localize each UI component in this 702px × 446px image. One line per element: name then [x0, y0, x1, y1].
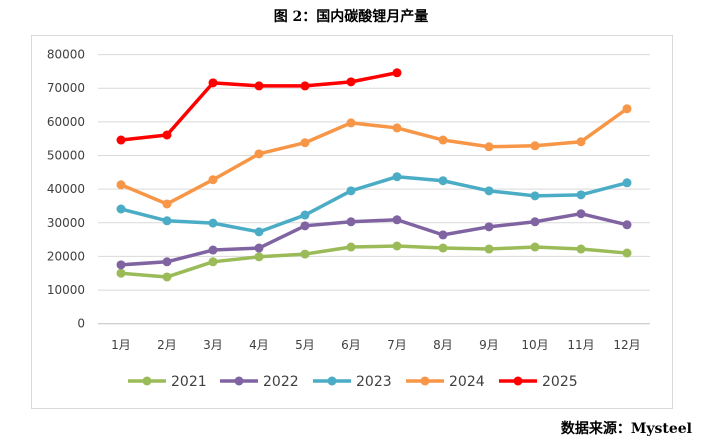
series-line-2023 — [120, 174, 628, 234]
data-point-2023 — [116, 204, 126, 214]
x-tick-label: 12月 — [613, 338, 640, 352]
data-point-2024 — [162, 199, 172, 209]
data-point-2025 — [116, 135, 126, 145]
data-point-2024 — [346, 118, 356, 128]
data-point-2025 — [208, 78, 218, 88]
data-point-2022 — [208, 245, 218, 255]
data-point-2021 — [116, 268, 126, 278]
data-point-2024 — [300, 138, 310, 148]
data-point-2022 — [484, 222, 494, 232]
data-point-2022 — [576, 209, 586, 219]
x-tick-label: 1月 — [111, 338, 131, 352]
x-tick-label: 6月 — [341, 338, 361, 352]
x-tick-label: 4月 — [249, 338, 269, 352]
data-point-2023 — [392, 172, 402, 182]
y-tick-label: 80000 — [47, 48, 85, 62]
data-point-2024 — [484, 142, 494, 152]
data-point-2025 — [392, 68, 402, 78]
x-tick-label: 10月 — [521, 338, 548, 352]
legend-marker-2024 — [420, 376, 430, 386]
y-tick-label: 10000 — [47, 283, 85, 297]
data-point-2022 — [530, 217, 540, 227]
data-point-2022 — [346, 217, 356, 227]
data-point-2024 — [622, 104, 632, 114]
data-point-2024 — [576, 137, 586, 147]
legend-marker-2022 — [234, 376, 244, 386]
data-point-2023 — [162, 216, 172, 226]
data-point-2021 — [438, 243, 448, 253]
data-point-2022 — [116, 260, 126, 270]
legend-marker-2023 — [327, 376, 337, 386]
data-point-2024 — [392, 123, 402, 133]
data-point-2023 — [576, 190, 586, 200]
series-line-2021 — [120, 244, 628, 279]
data-point-2023 — [484, 186, 494, 196]
series-line-2022 — [120, 211, 628, 267]
data-point-2023 — [208, 218, 218, 228]
x-tick-label: 3月 — [203, 338, 223, 352]
legend-label-2021: 2021 — [171, 374, 207, 390]
data-point-2021 — [530, 242, 540, 252]
data-point-2021 — [208, 257, 218, 267]
y-tick-label: 70000 — [47, 81, 85, 95]
chart-title: 图 2：国内碳酸锂月产量 — [273, 9, 429, 25]
legend-label-2024: 2024 — [449, 374, 485, 390]
y-tick-label: 50000 — [47, 149, 85, 163]
y-tick-label: 40000 — [47, 182, 85, 196]
data-point-2021 — [622, 248, 632, 258]
legend-marker-2021 — [142, 376, 152, 386]
data-point-2023 — [300, 210, 310, 220]
data-point-2024 — [438, 135, 448, 145]
data-point-2021 — [346, 242, 356, 252]
data-point-2023 — [530, 191, 540, 201]
data-point-2024 — [208, 175, 218, 185]
data-point-2023 — [346, 186, 356, 196]
data-point-2021 — [162, 272, 172, 282]
chart-frame — [31, 35, 673, 409]
data-point-2022 — [254, 243, 264, 253]
data-point-2025 — [162, 130, 172, 140]
y-tick-label: 0 — [77, 317, 85, 331]
x-tick-label: 2月 — [157, 338, 177, 352]
series-line-2024 — [120, 107, 629, 206]
x-tick-label: 11月 — [567, 338, 594, 352]
data-point-2024 — [116, 180, 126, 190]
data-point-2021 — [576, 244, 586, 254]
data-point-2025 — [300, 81, 310, 91]
x-tick-label: 7月 — [387, 338, 407, 352]
data-point-2024 — [254, 149, 264, 159]
x-tick-label: 8月 — [433, 338, 453, 352]
x-tick-label: 9月 — [479, 338, 499, 352]
data-point-2024 — [530, 141, 540, 151]
data-point-2022 — [300, 221, 310, 231]
data-point-2021 — [254, 252, 264, 262]
data-point-2021 — [300, 249, 310, 259]
data-point-2023 — [438, 176, 448, 186]
y-tick-label: 30000 — [47, 216, 85, 230]
data-point-2023 — [622, 178, 632, 188]
legend-label-2022: 2022 — [263, 374, 299, 390]
data-point-2021 — [484, 244, 494, 254]
data-point-2023 — [254, 227, 264, 237]
data-point-2021 — [392, 241, 402, 251]
data-point-2025 — [346, 77, 356, 87]
data-point-2022 — [622, 220, 632, 230]
data-point-2025 — [254, 81, 264, 91]
legend-label-2025: 2025 — [542, 374, 578, 390]
y-tick-label: 60000 — [47, 115, 85, 129]
legend-marker-2025 — [513, 376, 523, 386]
y-tick-label: 20000 — [47, 249, 85, 263]
data-point-2022 — [438, 230, 448, 240]
source-note: 数据来源：Mysteel — [560, 421, 692, 437]
data-point-2022 — [162, 257, 172, 267]
data-point-2022 — [392, 215, 402, 225]
x-tick-label: 5月 — [295, 338, 315, 352]
legend-label-2023: 2023 — [356, 374, 392, 390]
